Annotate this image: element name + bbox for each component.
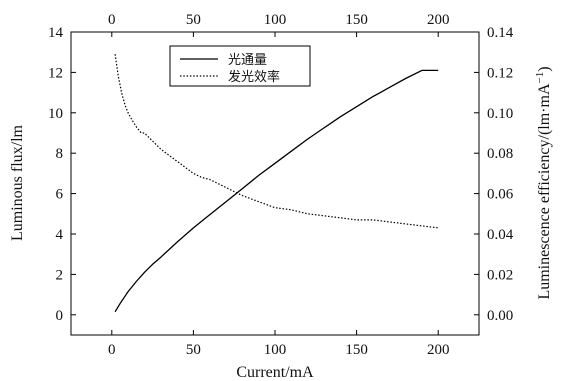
y-left-tick-label: 6 [56,187,64,203]
y-left-tick-label: 8 [56,146,64,162]
y-right-tick-label: 0.02 [487,267,513,283]
y-axis-label-right-main: Luminescence efficiency/(lm·mA [536,83,553,300]
x-tick-label-top: 50 [186,12,201,28]
series-line-luminescence-efficiency [114,54,439,229]
y-left-tick-label: 14 [48,25,64,41]
x-tick-label-bottom: 50 [186,342,201,358]
y-right-tick-label: 0.00 [487,308,513,324]
y-right-tick-label: 0.06 [487,187,514,203]
x-tick-label-top: 150 [345,12,368,28]
x-tick-label-top: 200 [427,12,450,28]
x-tick-label-top: 0 [108,12,116,28]
y-axis-label-left: Luminous flux/lm [9,124,26,241]
y-left-tick-label: 12 [48,65,63,81]
legend-label-flux: 光通量 [228,53,267,68]
y-right-tick-label: 0.12 [487,65,513,81]
y-left-tick-label: 0 [56,308,64,324]
x-tick-label-top: 100 [264,12,287,28]
legend-label-efficiency: 发光效率 [228,69,280,85]
legend-box [169,45,311,87]
x-tick-label-bottom: 100 [264,342,287,358]
y-right-tick-label: 0.04 [487,227,514,243]
y-right-tick-label: 0.08 [487,146,513,162]
y-left-tick-label: 10 [48,106,63,122]
x-tick-label-bottom: 200 [427,342,450,358]
x-axis-label: Current/mA [236,364,314,381]
series-line-luminous-flux [114,69,439,313]
y-axis-label-right-sup: −1 [534,72,546,84]
y-left-tick-label: 4 [56,227,64,243]
series-layer [114,54,439,313]
x-tick-label-bottom: 150 [345,342,368,358]
legend: 光通量 发光效率 [169,45,311,87]
y-left-tick-label: 2 [56,267,64,283]
y-right-tick-label: 0.14 [487,25,514,41]
y-axis-label-right-close: ) [536,66,553,71]
x-tick-label-bottom: 0 [108,342,116,358]
axis-ticks: 0 0 50 50 100 100 150 150 200 200 0 2 4 6 8 10 12 14 0.00 0… [48,12,514,358]
y-axis-label-right: Luminescence efficiency/(lm·mA−1) [534,66,553,299]
y-right-tick-label: 0.10 [487,106,513,122]
